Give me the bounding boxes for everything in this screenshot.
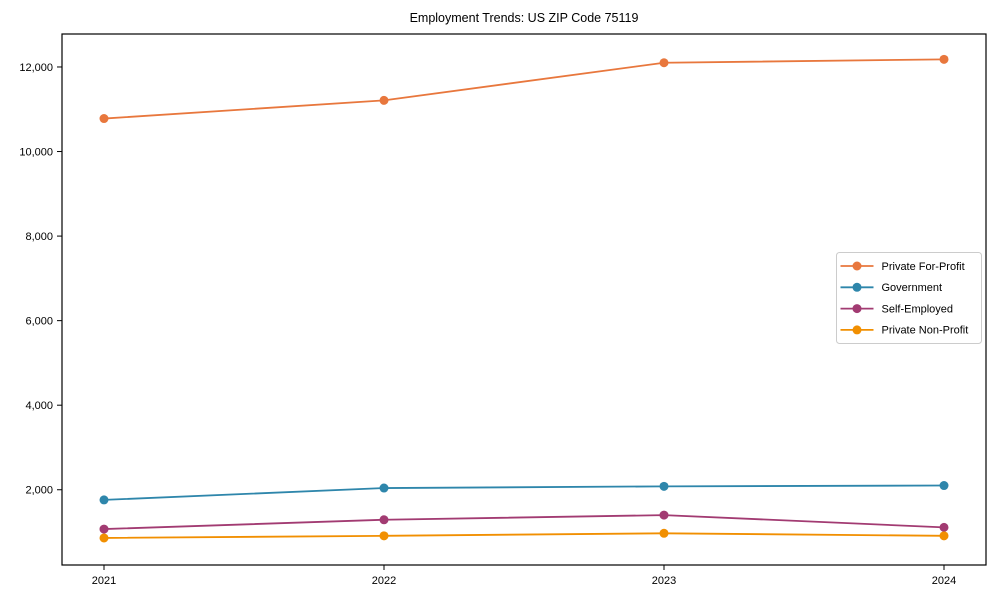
x-tick-label: 2021: [92, 575, 116, 587]
data-point-government-2024: [939, 481, 949, 491]
data-point-government-2023: [659, 481, 669, 491]
y-tick-label: 4,000: [25, 400, 53, 412]
data-point-self-employed-2021: [99, 524, 109, 534]
data-point-private-for-profit-2022: [379, 95, 389, 105]
series-line-private-non-profit: [103, 532, 945, 539]
series-line-self-employed: [103, 514, 945, 530]
y-tick-label: 6,000: [25, 315, 53, 327]
legend-marker-self-employed: [852, 304, 862, 314]
chart-title: Employment Trends: US ZIP Code 75119: [410, 11, 639, 25]
data-point-government-2021: [99, 495, 109, 505]
data-point-private-for-profit-2024: [939, 54, 949, 64]
legend-marker-private-non-profit: [852, 325, 862, 335]
series-line-private-for-profit: [103, 58, 945, 120]
y-tick-label: 10,000: [19, 146, 53, 158]
legend-box: [836, 252, 982, 344]
data-point-self-employed-2023: [659, 510, 669, 520]
data-point-private-non-profit-2023: [659, 528, 669, 538]
data-point-private-non-profit-2021: [99, 533, 109, 543]
data-point-private-for-profit-2021: [99, 114, 109, 124]
series-line-government: [103, 484, 945, 501]
x-tick-label: 2023: [652, 575, 676, 587]
y-tick-label: 8,000: [25, 231, 53, 243]
data-point-government-2022: [379, 483, 389, 493]
legend-label-private-for-profit: Private For-Profit: [882, 261, 965, 273]
legend-label-government: Government: [882, 282, 943, 294]
data-point-self-employed-2022: [379, 515, 389, 525]
plot-area: 2,000 4,000 6,000 8,000 10,000 12,000 2021 2022…: [19, 33, 987, 587]
legend-marker-private-for-profit: [852, 261, 862, 271]
y-tick-label: 2,000: [25, 485, 53, 497]
legend-marker-government: [852, 282, 862, 292]
y-tick-label: 12,000: [19, 62, 53, 74]
data-point-private-for-profit-2023: [659, 58, 669, 68]
legend-label-private-non-profit: Private Non-Profit: [882, 325, 969, 337]
x-tick-label: 2022: [372, 575, 396, 587]
legend-label-self-employed: Self-Employed: [882, 303, 954, 315]
data-point-private-non-profit-2022: [379, 531, 389, 541]
plot-frame: [61, 33, 987, 566]
data-point-private-non-profit-2024: [939, 531, 949, 541]
x-tick-label: 2024: [932, 575, 956, 587]
data-point-self-employed-2024: [939, 522, 949, 532]
